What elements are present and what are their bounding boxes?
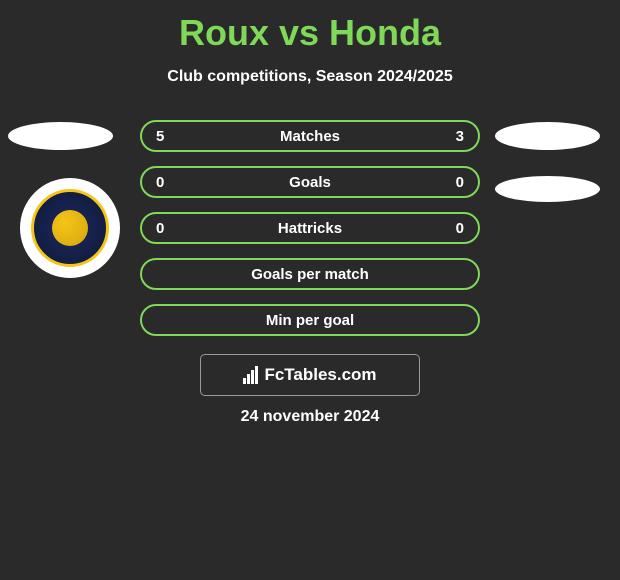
stat-label: Goals per match [251, 266, 369, 283]
stat-label: Matches [280, 128, 340, 145]
stat-label: Hattricks [278, 220, 342, 237]
stats-container: 5 Matches 3 0 Goals 0 0 Hattricks 0 Goal… [140, 120, 480, 350]
player-left-placeholder-top [8, 122, 113, 150]
page-title: Roux vs Honda [0, 0, 620, 54]
stat-right-value: 0 [456, 174, 464, 191]
player-right-placeholder-mid [495, 176, 600, 202]
brand-box[interactable]: FcTables.com [200, 354, 420, 396]
stat-label: Min per goal [266, 312, 354, 329]
stat-left-value: 0 [156, 174, 164, 191]
chart-icon [243, 366, 258, 384]
stat-right-value: 0 [456, 220, 464, 237]
stat-row-goals-per-match: Goals per match [140, 258, 480, 290]
club-badge-left [20, 178, 120, 278]
brand-label: FcTables.com [264, 365, 376, 385]
stat-row-hattricks: 0 Hattricks 0 [140, 212, 480, 244]
stat-label: Goals [289, 174, 331, 191]
stat-right-value: 3 [456, 128, 464, 145]
club-badge-inner [31, 189, 109, 267]
soccer-ball-icon [52, 210, 88, 246]
stat-left-value: 0 [156, 220, 164, 237]
stat-row-matches: 5 Matches 3 [140, 120, 480, 152]
stat-row-goals: 0 Goals 0 [140, 166, 480, 198]
stat-row-min-per-goal: Min per goal [140, 304, 480, 336]
subtitle: Club competitions, Season 2024/2025 [0, 68, 620, 86]
stat-left-value: 5 [156, 128, 164, 145]
player-right-placeholder-top [495, 122, 600, 150]
date-label: 24 november 2024 [0, 408, 620, 426]
